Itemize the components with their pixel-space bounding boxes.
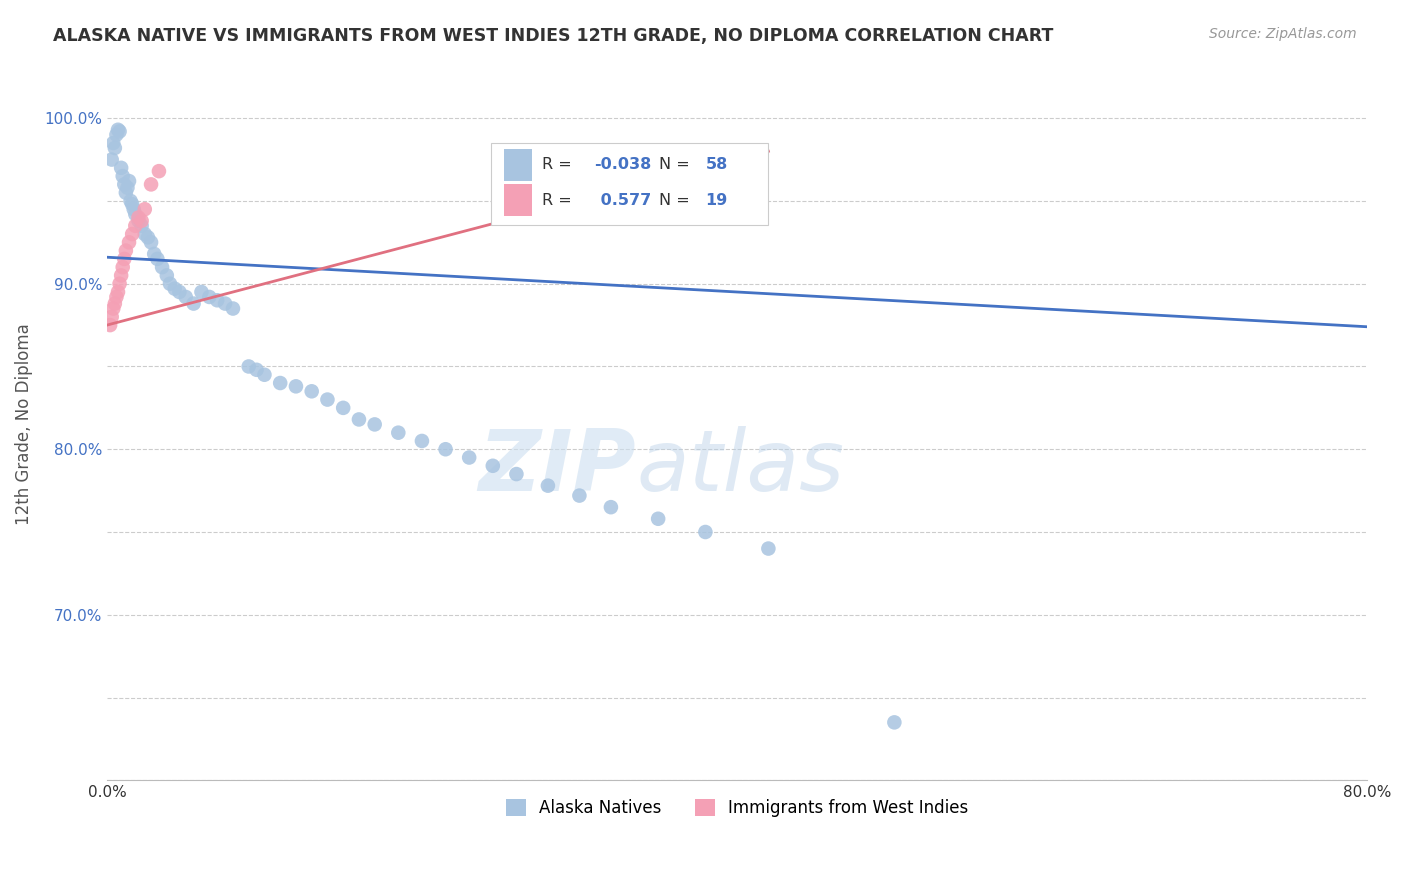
Point — [387, 425, 409, 440]
Point — [647, 512, 669, 526]
Point — [332, 401, 354, 415]
Point — [124, 219, 146, 233]
Y-axis label: 12th Grade, No Diploma: 12th Grade, No Diploma — [15, 324, 32, 525]
Text: N =: N = — [659, 157, 695, 172]
Text: -0.038: -0.038 — [595, 157, 652, 172]
Point — [458, 450, 481, 465]
Bar — [503, 184, 531, 216]
Point — [434, 442, 457, 457]
Text: 0.577: 0.577 — [595, 193, 651, 208]
Point — [156, 268, 179, 283]
Point — [284, 379, 307, 393]
Point — [347, 412, 370, 426]
Point — [98, 318, 121, 332]
Point — [118, 235, 141, 250]
Text: Source: ZipAtlas.com: Source: ZipAtlas.com — [1209, 27, 1357, 41]
Point — [112, 178, 135, 192]
Point — [118, 174, 141, 188]
Point — [110, 268, 132, 283]
Text: atlas: atlas — [636, 425, 844, 508]
Point — [159, 277, 181, 291]
Point — [301, 384, 323, 399]
Text: 58: 58 — [706, 157, 728, 172]
Point — [190, 285, 212, 299]
Point — [136, 230, 159, 244]
Point — [111, 169, 134, 183]
Point — [105, 290, 128, 304]
Point — [100, 153, 122, 167]
Point — [108, 124, 131, 138]
Point — [505, 467, 527, 481]
Point — [411, 434, 433, 448]
Text: R =: R = — [541, 157, 576, 172]
Point — [124, 207, 146, 221]
Point — [134, 227, 156, 241]
Point — [122, 202, 145, 217]
Point — [253, 368, 276, 382]
Point — [134, 202, 156, 217]
Point — [127, 214, 149, 228]
Point — [115, 186, 138, 200]
Point — [104, 296, 127, 310]
Point — [537, 478, 560, 492]
Point — [883, 715, 905, 730]
Point — [121, 227, 143, 241]
Point — [198, 290, 221, 304]
Point — [238, 359, 260, 374]
Point — [107, 122, 129, 136]
Point — [131, 214, 153, 228]
Point — [163, 282, 186, 296]
Text: 19: 19 — [706, 193, 728, 208]
Point — [115, 244, 138, 258]
Point — [131, 219, 153, 233]
Point — [174, 290, 197, 304]
Point — [758, 541, 780, 556]
Bar — [503, 149, 531, 180]
Point — [103, 136, 125, 150]
Point — [108, 277, 131, 291]
Point — [600, 500, 623, 515]
Point — [112, 252, 135, 266]
Point — [269, 376, 291, 390]
Point — [363, 417, 385, 432]
Point — [120, 194, 142, 208]
Point — [104, 141, 127, 155]
Point — [214, 296, 236, 310]
Text: N =: N = — [659, 193, 695, 208]
Point — [139, 235, 162, 250]
Point — [117, 180, 139, 194]
Point — [139, 178, 162, 192]
Point — [103, 301, 125, 316]
Point — [568, 489, 591, 503]
Text: R =: R = — [541, 193, 576, 208]
Text: ZIP: ZIP — [478, 425, 636, 508]
Point — [111, 260, 134, 275]
Point — [222, 301, 245, 316]
Legend: Alaska Natives, Immigrants from West Indies: Alaska Natives, Immigrants from West Ind… — [498, 790, 977, 825]
Point — [143, 247, 166, 261]
Point — [146, 252, 169, 266]
Point — [148, 164, 170, 178]
Point — [169, 285, 191, 299]
Point — [183, 296, 205, 310]
Text: ALASKA NATIVE VS IMMIGRANTS FROM WEST INDIES 12TH GRADE, NO DIPLOMA CORRELATION : ALASKA NATIVE VS IMMIGRANTS FROM WEST IN… — [53, 27, 1054, 45]
Point — [107, 285, 129, 299]
Point — [100, 310, 122, 324]
Point — [316, 392, 339, 407]
Point — [695, 524, 717, 539]
FancyBboxPatch shape — [491, 144, 769, 225]
Point — [127, 211, 149, 225]
Point — [481, 458, 503, 473]
Point — [150, 260, 173, 275]
Point — [205, 293, 228, 308]
Point — [121, 197, 143, 211]
Point — [245, 363, 267, 377]
Point — [110, 161, 132, 175]
Point — [105, 128, 128, 142]
